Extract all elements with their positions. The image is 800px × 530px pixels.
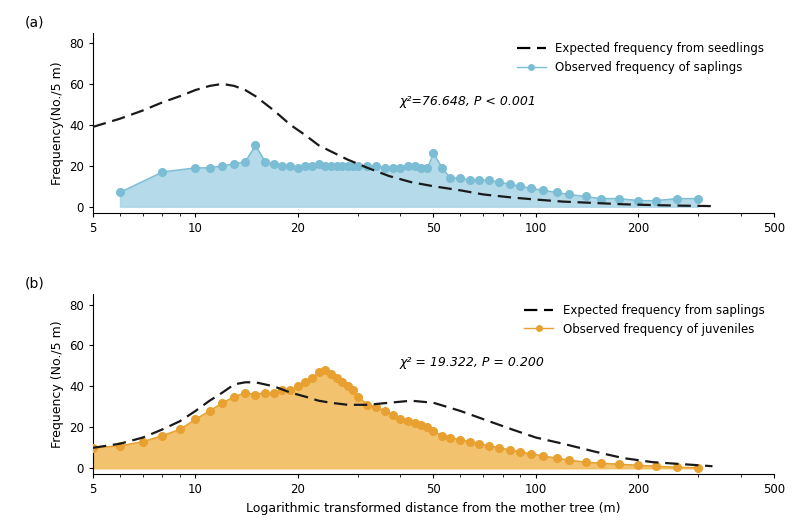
- X-axis label: Logarithmic transformed distance from the mother tree (m): Logarithmic transformed distance from th…: [246, 502, 621, 515]
- Legend: Expected frequency from seedlings, Observed frequency of saplings: Expected frequency from seedlings, Obser…: [513, 39, 768, 77]
- Text: χ² = 19.322, P = 0.200: χ² = 19.322, P = 0.200: [399, 356, 544, 369]
- Text: (b): (b): [25, 277, 45, 290]
- Legend: Expected frequency from saplings, Observed frequency of juveniles: Expected frequency from saplings, Observ…: [520, 300, 768, 339]
- Text: χ²=76.648, P < 0.001: χ²=76.648, P < 0.001: [399, 95, 536, 108]
- Y-axis label: Frequency(No./5 m): Frequency(No./5 m): [50, 61, 63, 184]
- Y-axis label: Frequency (No./5 m): Frequency (No./5 m): [50, 321, 63, 448]
- Text: (a): (a): [25, 15, 45, 29]
